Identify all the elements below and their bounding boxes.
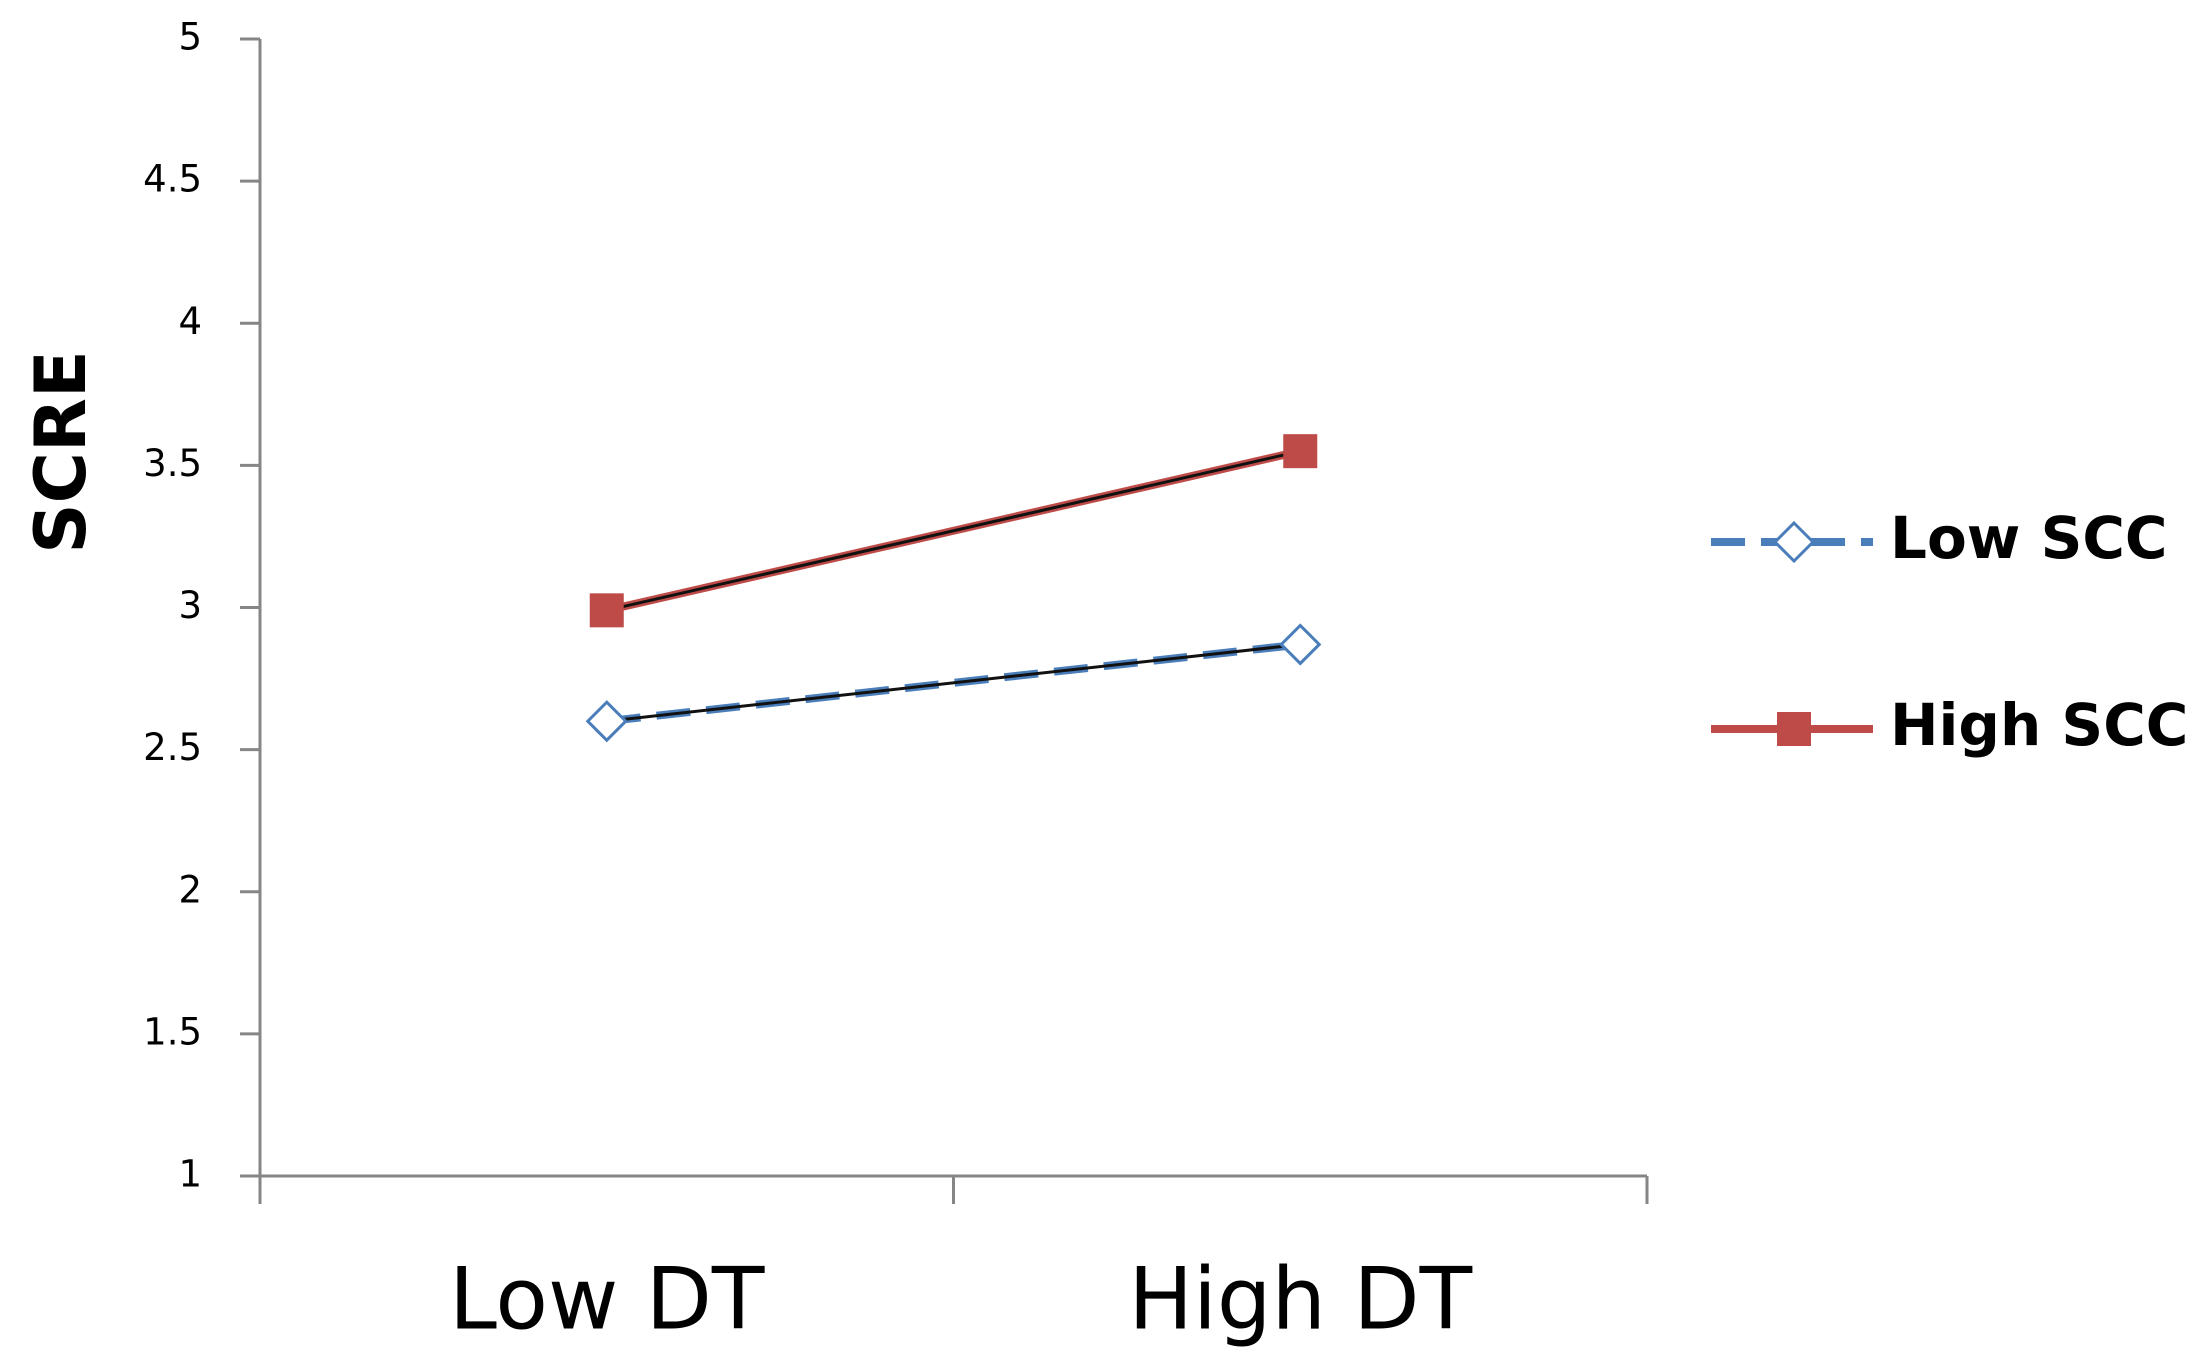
- y-tick-label: 2: [178, 868, 202, 911]
- y-tick-label: 2.5: [143, 726, 202, 769]
- marker: [585, 700, 628, 743]
- trend-line: [606, 449, 1301, 612]
- y-tick-label: 3.5: [143, 442, 202, 485]
- y-axis-label: SCRE: [20, 350, 102, 554]
- x-tick-label: High DT: [1128, 1249, 1472, 1349]
- x-tick-label: Low DT: [449, 1249, 765, 1349]
- marker: [1772, 520, 1816, 564]
- legend-label: High SCC: [1890, 691, 2188, 759]
- y-tick-label: 3: [178, 584, 202, 627]
- marker: [1279, 623, 1322, 666]
- marker: [1283, 434, 1318, 469]
- legend-label: Low SCC: [1890, 504, 2167, 572]
- trend-line: [606, 642, 1301, 723]
- marker: [1777, 712, 1811, 746]
- y-tick-label: 1: [178, 1153, 202, 1196]
- y-tick-label: 4.5: [143, 158, 202, 201]
- y-tick-label: 4: [178, 300, 202, 343]
- y-tick-label: 5: [178, 16, 202, 59]
- y-tick-label: 1.5: [143, 1010, 202, 1053]
- marker: [589, 593, 624, 628]
